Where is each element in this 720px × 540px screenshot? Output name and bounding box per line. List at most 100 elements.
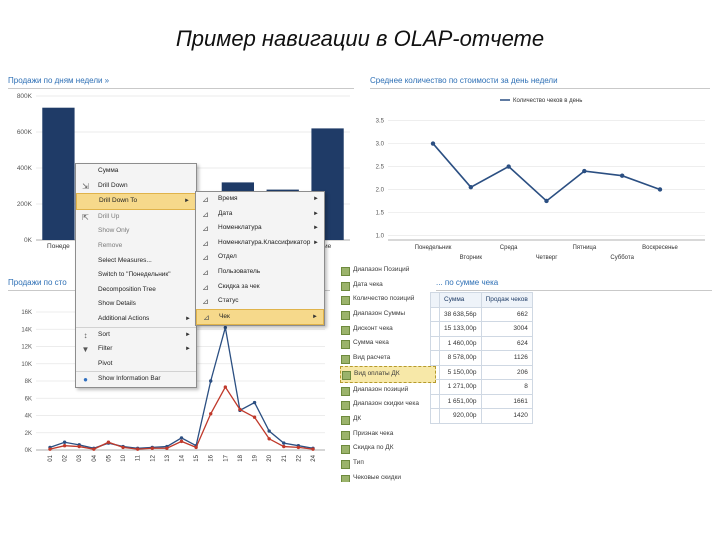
data-point[interactable]: [267, 429, 271, 433]
dimension-attribute-item[interactable]: Диапазон скидки чека: [340, 397, 436, 412]
menu-item[interactable]: ⊿ Номенклатура ►: [196, 221, 324, 236]
data-point[interactable]: [238, 407, 242, 412]
dimension-attribute-item[interactable]: Вид оплаты ДК: [340, 365, 436, 383]
menu-item[interactable]: Show Only: [76, 224, 196, 239]
data-point[interactable]: [252, 415, 257, 419]
menu-item[interactable]: ⇲ Drill Down: [76, 179, 196, 194]
data-point[interactable]: [48, 447, 52, 451]
dimension-attribute-item[interactable]: Признак чека: [340, 427, 436, 442]
x-tick-label: Воскресенье: [642, 245, 678, 251]
table-row[interactable]: 15 133,00р 3004: [430, 321, 533, 337]
data-point[interactable]: [223, 385, 228, 389]
menu-item[interactable]: ⊿ Скидка за чек: [196, 280, 324, 295]
chart-type-icon: ⊿: [202, 297, 209, 307]
table-row[interactable]: 5 150,00р 206: [430, 364, 533, 380]
series-line: [432, 143, 661, 203]
data-point-5[interactable]: [582, 168, 587, 174]
menu-item[interactable]: ⊿ Номенклатура.Классификатор ►: [196, 236, 324, 251]
data-point-2[interactable]: [468, 184, 474, 190]
data-point[interactable]: [267, 437, 271, 441]
data-point[interactable]: [282, 441, 286, 445]
dimension-attribute-item[interactable]: Количество позиций: [340, 292, 436, 307]
data-point-4[interactable]: [544, 198, 549, 204]
data-point[interactable]: [62, 440, 67, 444]
menu-item[interactable]: ⊿ Отдел: [196, 250, 324, 265]
data-point[interactable]: [165, 446, 169, 450]
data-point[interactable]: [311, 447, 315, 451]
dimension-attribute-item[interactable]: Скидка по ДК: [340, 441, 436, 456]
attribute-icon: [341, 355, 350, 365]
menu-item[interactable]: Drill Down To ►: [76, 193, 196, 210]
table-row[interactable]: 38 638,56р 662: [430, 306, 533, 322]
dimension-attribute-item[interactable]: Сумма чека: [340, 336, 436, 351]
line-chart-avg-checks: Количество чеков в день 1.0 1.5 2.0 2.5 3.0 3.…: [376, 98, 705, 261]
menu-item[interactable]: ⊿ Статус: [196, 294, 324, 309]
data-point[interactable]: [106, 440, 111, 444]
data-point[interactable]: [296, 445, 301, 450]
data-point-3[interactable]: [506, 164, 511, 169]
data-point[interactable]: [92, 447, 96, 451]
menu-item[interactable]: ⇱ Drill Up: [76, 210, 196, 225]
dimension-attribute-item[interactable]: Чековые скидки: [340, 471, 436, 482]
data-point-7[interactable]: [657, 187, 663, 192]
data-point[interactable]: [252, 400, 257, 405]
dimension-attribute-item[interactable]: ДК: [340, 412, 436, 427]
table-cell-count: 624: [480, 335, 533, 351]
menu-item[interactable]: Decomposition Tree: [76, 283, 196, 298]
menu-item[interactable]: ⊿ Чек ►: [196, 308, 324, 326]
data-point[interactable]: [135, 447, 140, 451]
menu-item[interactable]: Pivot: [76, 357, 196, 372]
menu-item[interactable]: Сумма: [76, 164, 196, 179]
data-point[interactable]: [179, 436, 184, 440]
menu-item[interactable]: ● Show Information Bar: [76, 371, 196, 387]
data-point[interactable]: [121, 445, 125, 450]
menu-item[interactable]: ⊿ Время ►: [196, 192, 324, 207]
y-tick-label: 0K: [25, 448, 32, 454]
grid-header-cell[interactable]: Сумма: [439, 292, 482, 308]
panel-title-avg-checks[interactable]: Среднее количество по стоимости за день …: [370, 76, 558, 85]
x-tick-label: ие: [324, 243, 332, 250]
chart-type-icon: ⊿: [202, 209, 209, 219]
panel-title-sales-by-hour[interactable]: Продажи по сто: [8, 278, 67, 287]
grid-header-cell[interactable]: Продаж чеков: [480, 292, 533, 308]
table-row[interactable]: 1 460,00р 624: [430, 335, 533, 351]
menu-item[interactable]: ↕ Sort ►: [76, 326, 196, 343]
panel-title-sales-by-weekday[interactable]: Продажи по дням недели »: [8, 76, 110, 85]
dimension-attribute-item[interactable]: Диапазон Суммы: [340, 307, 436, 322]
bar-1[interactable]: [42, 107, 75, 240]
menu-item[interactable]: Select Measures...: [76, 254, 196, 269]
data-point-1[interactable]: [430, 141, 436, 146]
table-row[interactable]: 920,00р 1420: [430, 408, 533, 424]
menu-item[interactable]: Remove: [76, 239, 196, 254]
data-point[interactable]: [209, 412, 213, 416]
data-point[interactable]: [77, 444, 81, 449]
table-row[interactable]: 8 578,00р 1126: [430, 350, 533, 366]
table-row[interactable]: 1 651,00р 1661: [430, 393, 533, 409]
data-point[interactable]: [282, 444, 286, 449]
dimension-attribute-item[interactable]: Дисконт чека: [340, 322, 436, 337]
menu-item[interactable]: Switch to "Понедельник": [76, 268, 196, 283]
menu-item[interactable]: ⊿ Дата ►: [196, 207, 324, 222]
menu-item[interactable]: ⊿ Пользователь: [196, 265, 324, 280]
dimension-attribute-item[interactable]: Дата чека: [340, 278, 436, 293]
dimension-attribute-item[interactable]: Диапазон Позиций: [340, 263, 436, 278]
menu-item[interactable]: Show Details: [76, 297, 196, 312]
data-point[interactable]: [150, 446, 154, 450]
dimension-attribute-item[interactable]: Диапазон позиций: [340, 383, 436, 398]
menu-item-label: Дата: [218, 209, 233, 217]
menu-item[interactable]: ▼ Filter ►: [76, 342, 196, 357]
y-tick-label: 2.0: [376, 187, 385, 193]
panel-title-by-check-sum[interactable]: ... по сумме чека: [436, 278, 499, 287]
attribute-icon: [341, 459, 350, 469]
data-point[interactable]: [223, 325, 228, 330]
data-point[interactable]: [194, 445, 198, 450]
data-point-6[interactable]: [619, 173, 625, 178]
data-point[interactable]: [179, 439, 184, 444]
data-point[interactable]: [62, 443, 67, 448]
table-row[interactable]: 1 271,00р 8: [430, 379, 533, 395]
dimension-attribute-item[interactable]: Вид расчета: [340, 351, 436, 366]
menu-item[interactable]: Additional Actions ►: [76, 312, 196, 327]
dimension-attribute-item[interactable]: Тип: [340, 456, 436, 471]
menu-item-label: Отдел: [218, 253, 237, 261]
data-point[interactable]: [209, 379, 213, 383]
